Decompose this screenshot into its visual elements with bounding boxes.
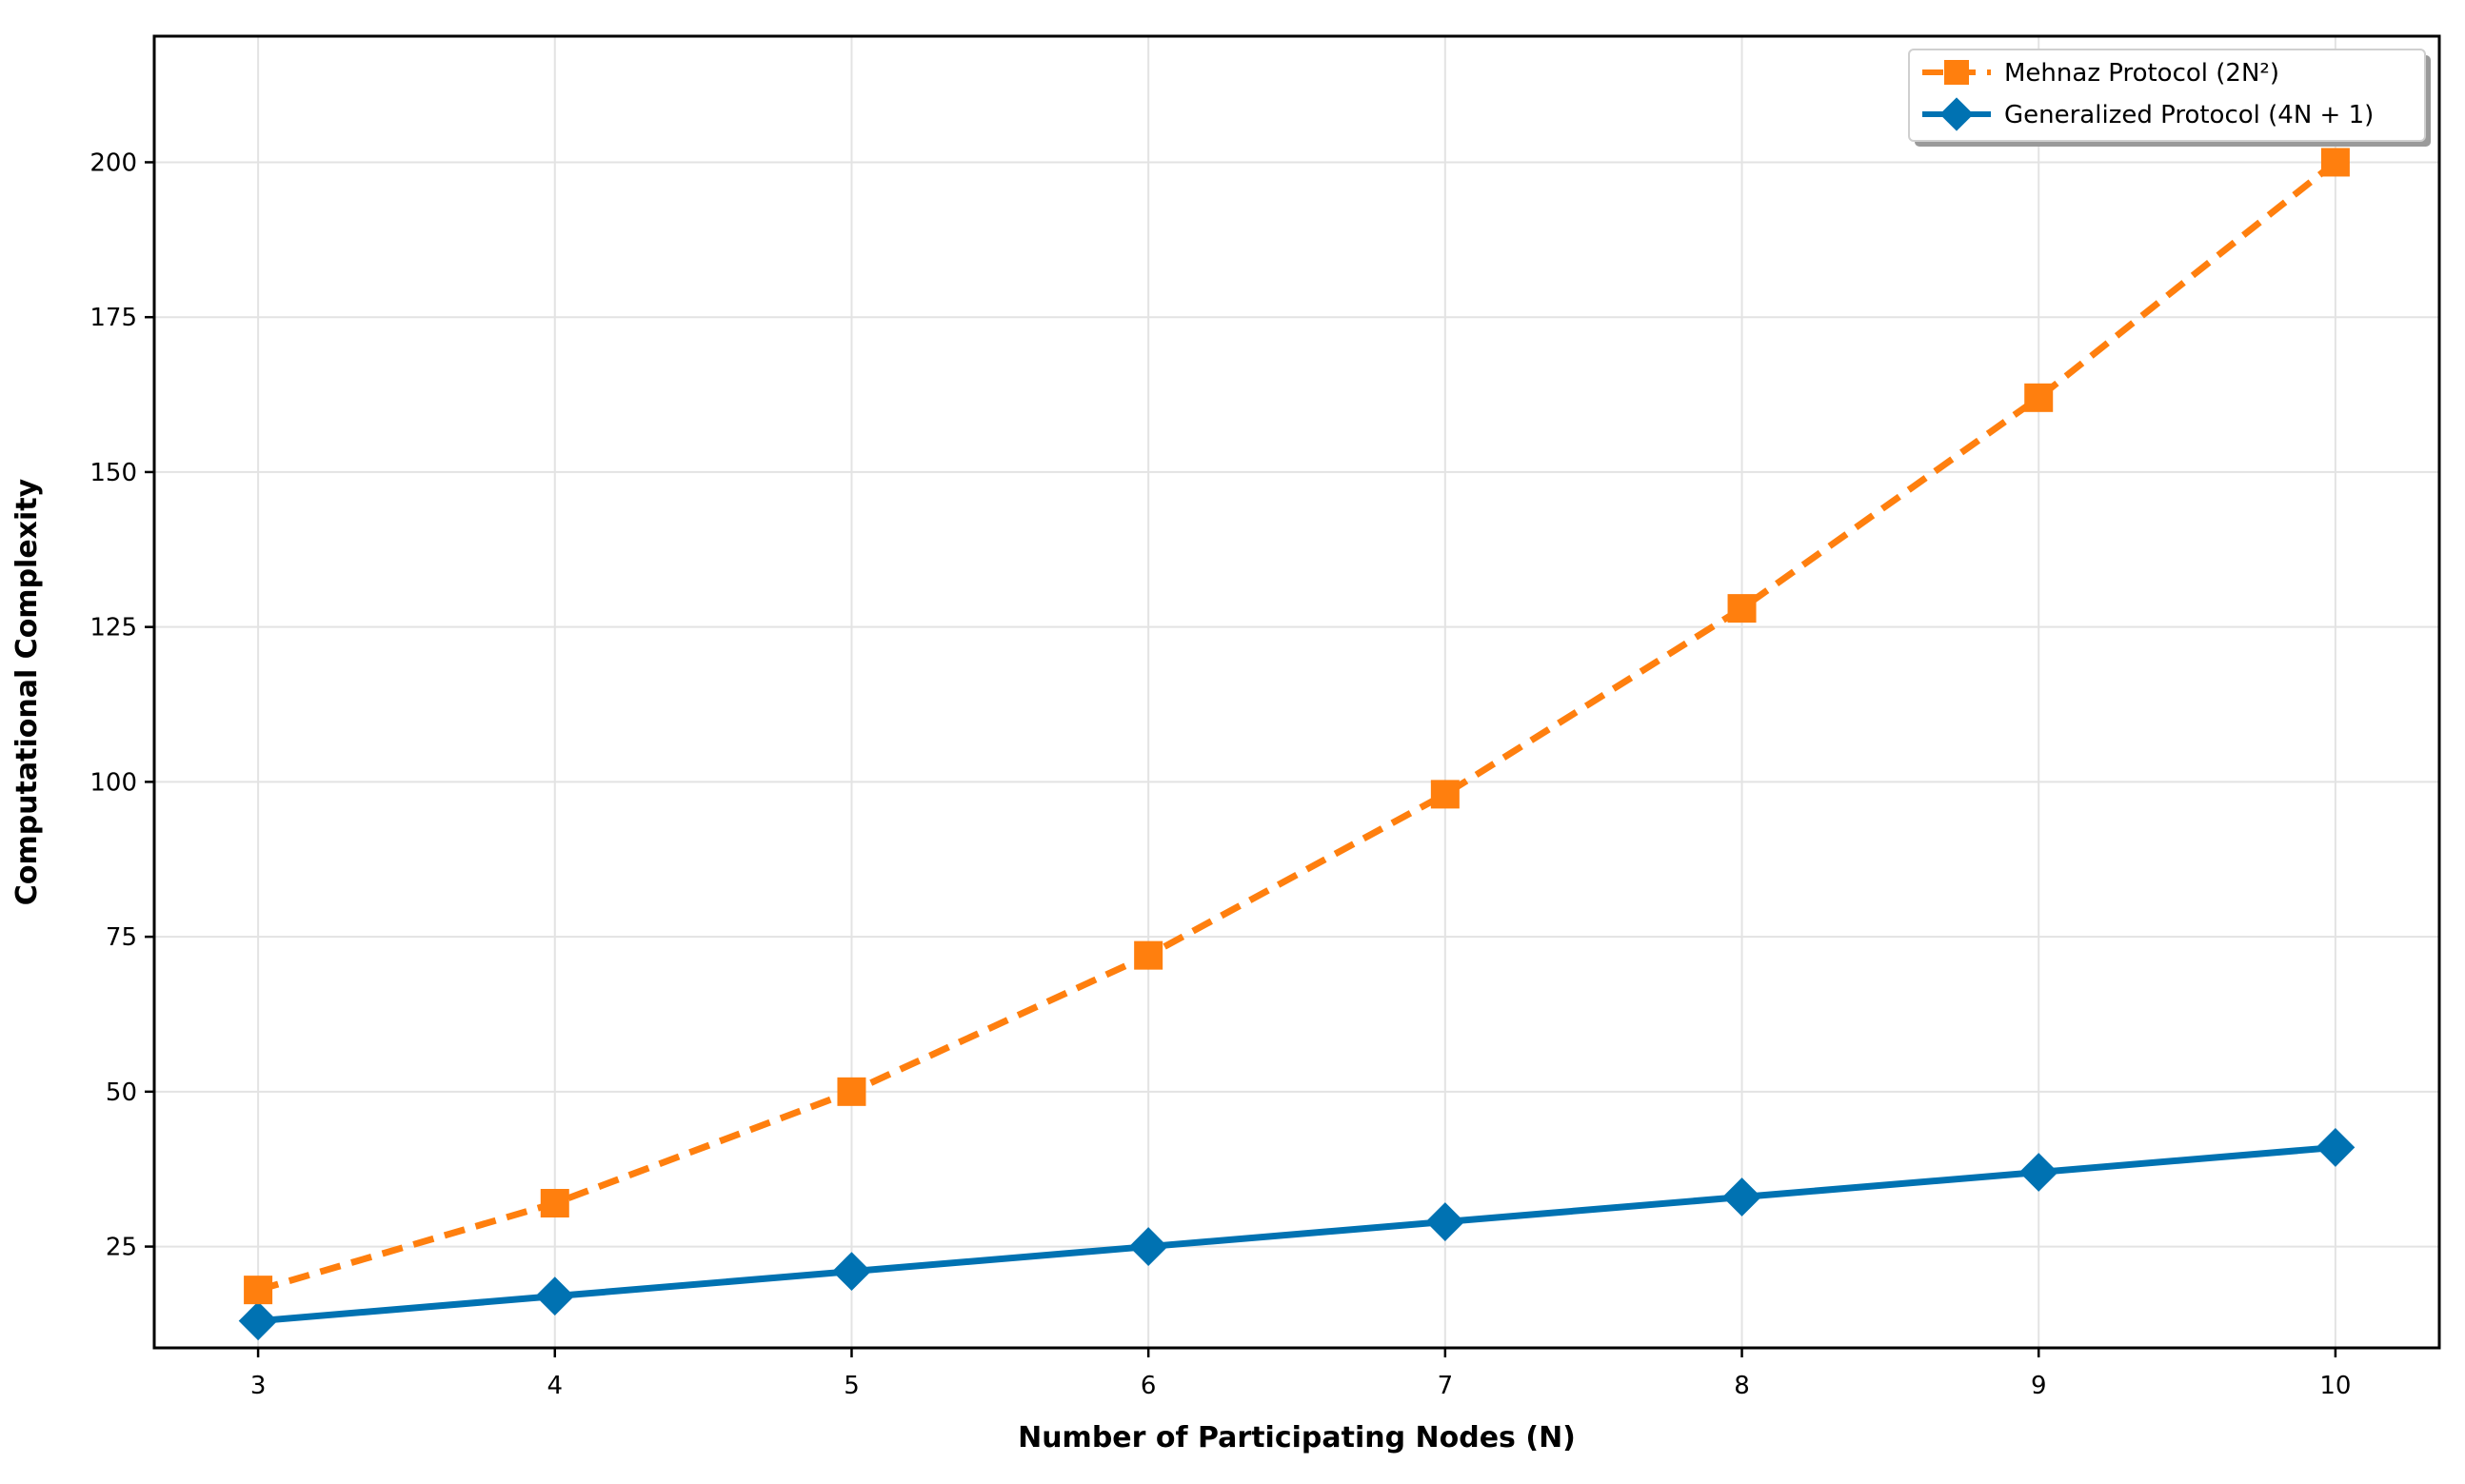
y-tick-label: 75 xyxy=(106,923,137,952)
data-point xyxy=(1430,780,1460,809)
legend-label: Generalized Protocol (4N + 1) xyxy=(2004,101,2374,129)
data-point xyxy=(2024,383,2054,412)
data-point xyxy=(1425,1202,1465,1241)
data-point xyxy=(238,1301,278,1341)
y-tick-label: 25 xyxy=(106,1234,137,1262)
x-tick-label: 3 xyxy=(250,1372,267,1400)
x-tick-label: 10 xyxy=(2319,1372,2351,1400)
series-line xyxy=(257,159,2338,1294)
series-layer xyxy=(238,148,2356,1341)
legend-label: Mehnaz Protocol (2N²) xyxy=(2004,59,2279,88)
data-point xyxy=(1727,594,1757,623)
legend-box xyxy=(1908,49,2426,142)
y-axis: 25 50 75 100 125 150 175 200 xyxy=(89,148,154,1262)
data-point xyxy=(540,1189,569,1218)
data-point xyxy=(2316,1128,2356,1167)
legend-item: Generalized Protocol (4N + 1) xyxy=(1922,97,2374,131)
data-point xyxy=(2320,148,2350,177)
series-mehnaz-protocol xyxy=(244,148,2350,1305)
y-tick-label: 200 xyxy=(89,148,137,177)
legend-marker xyxy=(1939,97,1974,131)
series-line xyxy=(257,1143,2336,1325)
x-tick-label: 6 xyxy=(1141,1372,1157,1400)
data-point xyxy=(535,1276,575,1316)
data-point xyxy=(1722,1177,1761,1217)
data-point xyxy=(2018,1153,2058,1192)
data-point xyxy=(832,1252,871,1292)
plot-frame xyxy=(152,34,2441,1350)
x-tick-label: 4 xyxy=(547,1372,564,1400)
data-point xyxy=(244,1276,273,1305)
data-point xyxy=(837,1077,866,1106)
legend-item: Mehnaz Protocol (2N²) xyxy=(1922,59,2279,88)
grid xyxy=(154,36,2439,1348)
data-point xyxy=(1134,940,1163,970)
x-axis: 3 4 5 6 7 8 9 10 xyxy=(250,1348,2351,1400)
y-tick-label: 150 xyxy=(89,459,137,487)
data-point xyxy=(1128,1227,1168,1266)
x-tick-label: 9 xyxy=(2031,1372,2047,1400)
x-tick-label: 8 xyxy=(1734,1372,1750,1400)
y-tick-label: 50 xyxy=(106,1078,137,1107)
legend-marker xyxy=(1944,60,1969,85)
x-tick-label: 5 xyxy=(844,1372,860,1400)
legend: Mehnaz Protocol (2N²) Generalized Protoco… xyxy=(1908,49,2431,147)
x-axis-title: Number of Participating Nodes (N) xyxy=(1018,1421,1576,1454)
y-tick-label: 125 xyxy=(89,614,137,643)
y-axis-title: Computational Complexity xyxy=(10,478,44,905)
y-tick-label: 175 xyxy=(89,304,137,332)
series-generalized-protocol xyxy=(238,1128,2356,1341)
y-tick-label: 100 xyxy=(89,768,137,797)
x-tick-label: 7 xyxy=(1438,1372,1454,1400)
